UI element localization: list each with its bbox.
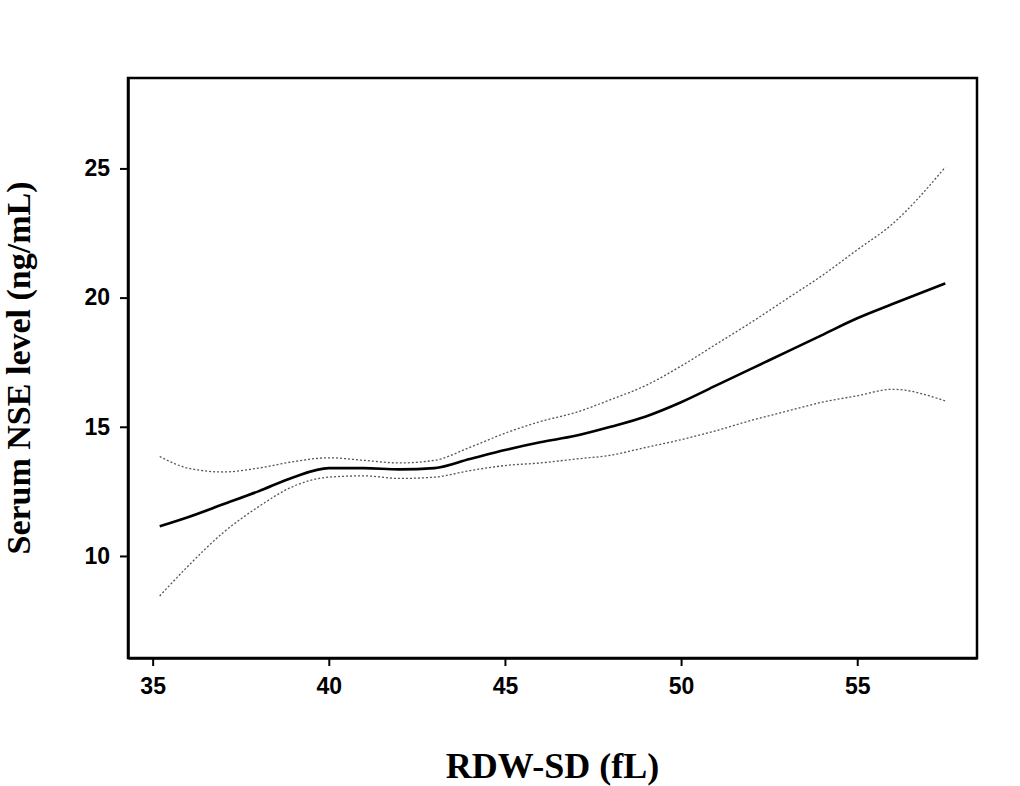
tick: 50	[669, 658, 695, 699]
tick: 55	[845, 658, 871, 699]
plot-frame	[128, 78, 977, 658]
tick: 20	[84, 284, 128, 310]
tick-label: 35	[140, 673, 166, 699]
x-axis-title: RDW-SD (fL)	[446, 746, 660, 786]
tick-label: 25	[84, 155, 110, 181]
tick: 15	[84, 414, 128, 440]
tick: 10	[84, 543, 128, 569]
tick: 35	[140, 658, 166, 699]
tick: 40	[317, 658, 343, 699]
tick-label: 10	[84, 543, 110, 569]
tick-label: 55	[845, 673, 871, 699]
tick-label: 50	[669, 673, 695, 699]
y-axis: 10 15 20 25	[84, 79, 128, 659]
chart: 35 40 45 50 55 10 15 20 25 RDW-SD (fL) Serum NSE l…	[0, 0, 1020, 786]
tick-label: 45	[493, 673, 519, 699]
tick-label: 20	[84, 284, 110, 310]
y-axis-title: Serum NSE level (ng/mL)	[0, 181, 38, 554]
tick-label: 15	[84, 414, 110, 440]
confidence-line	[160, 389, 946, 596]
tick: 45	[493, 658, 519, 699]
plot-area	[160, 167, 946, 596]
tick: 25	[84, 155, 128, 181]
x-axis: 35 40 45 50 55	[129, 658, 978, 699]
fit-line	[160, 283, 946, 526]
confidence-line	[160, 167, 946, 472]
tick-label: 40	[317, 673, 343, 699]
